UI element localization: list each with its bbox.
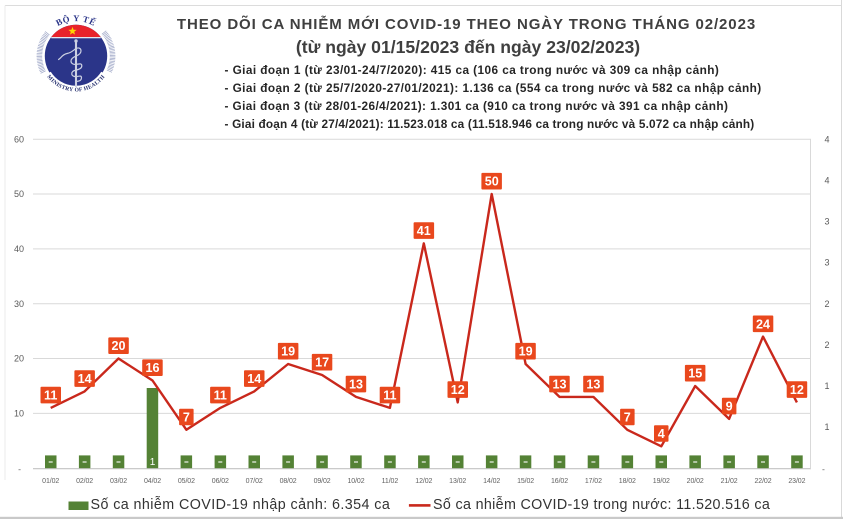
svg-text:Số ca nhiễm COVID-19 trong nướ: Số ca nhiễm COVID-19 trong nước: 11.520.…: [433, 496, 770, 513]
svg-text:50: 50: [14, 189, 24, 199]
svg-text:7: 7: [183, 411, 190, 425]
svg-text:13: 13: [586, 378, 600, 392]
svg-text:13: 13: [349, 378, 363, 392]
svg-text:18/02: 18/02: [619, 478, 636, 485]
svg-text:04/02: 04/02: [144, 478, 161, 485]
svg-text:12: 12: [451, 383, 465, 397]
svg-text:-: -: [822, 464, 825, 474]
svg-text:09/02: 09/02: [314, 478, 331, 485]
svg-text:17/02: 17/02: [585, 478, 602, 485]
svg-text:30: 30: [14, 299, 24, 309]
svg-text:16/02: 16/02: [551, 478, 568, 485]
svg-text:60: 60: [14, 134, 24, 144]
svg-text:9: 9: [726, 400, 733, 414]
svg-text:10: 10: [14, 409, 24, 419]
svg-text:20: 20: [111, 339, 125, 353]
svg-text:19: 19: [281, 345, 295, 359]
svg-text:4: 4: [825, 175, 830, 185]
svg-text:20/02: 20/02: [687, 478, 704, 485]
svg-text:3: 3: [825, 217, 830, 227]
svg-text:-: -: [18, 464, 21, 474]
svg-text:4: 4: [658, 427, 665, 441]
svg-text:06/02: 06/02: [212, 478, 229, 485]
svg-text:14/02: 14/02: [483, 478, 500, 485]
svg-text:2: 2: [825, 340, 830, 350]
svg-text:7: 7: [624, 411, 631, 425]
svg-text:01/02: 01/02: [42, 478, 59, 485]
svg-text:23/02: 23/02: [788, 478, 805, 485]
svg-text:08/02: 08/02: [280, 478, 297, 485]
svg-text:Số ca nhiễm COVID-19 nhập cảnh: Số ca nhiễm COVID-19 nhập cảnh: 6.354 ca: [91, 496, 391, 513]
svg-text:11: 11: [214, 389, 227, 403]
svg-text:15: 15: [688, 367, 702, 381]
svg-text:14: 14: [247, 372, 261, 386]
svg-text:11/02: 11/02: [382, 478, 399, 485]
svg-text:02/02: 02/02: [76, 478, 93, 485]
svg-text:40: 40: [14, 244, 24, 254]
svg-text:1: 1: [825, 422, 830, 432]
svg-text:07/02: 07/02: [246, 478, 263, 485]
svg-text:03/02: 03/02: [110, 478, 127, 485]
svg-text:17: 17: [315, 356, 329, 370]
svg-text:24: 24: [756, 317, 770, 331]
svg-text:12/02: 12/02: [415, 478, 432, 485]
svg-text:10/02: 10/02: [347, 478, 364, 485]
svg-text:16: 16: [145, 361, 159, 375]
svg-text:50: 50: [485, 175, 499, 189]
svg-text:05/02: 05/02: [178, 478, 195, 485]
svg-text:4: 4: [825, 134, 830, 144]
svg-text:BỘ Y TẾ: BỘ Y TẾ: [54, 13, 98, 28]
svg-text:15/02: 15/02: [517, 478, 534, 485]
svg-text:22/02: 22/02: [754, 478, 771, 485]
svg-text:20: 20: [14, 354, 24, 364]
svg-text:41: 41: [417, 224, 431, 238]
svg-text:19/02: 19/02: [653, 478, 670, 485]
svg-text:11: 11: [383, 389, 396, 403]
svg-text:12: 12: [790, 383, 804, 397]
svg-text:14: 14: [78, 372, 92, 386]
svg-text:19: 19: [519, 345, 533, 359]
svg-text:2: 2: [825, 299, 830, 309]
svg-text:1: 1: [825, 381, 830, 391]
svg-text:13: 13: [552, 378, 566, 392]
svg-text:21/02: 21/02: [721, 478, 738, 485]
svg-text:11: 11: [44, 389, 57, 403]
svg-text:13/02: 13/02: [449, 478, 466, 485]
svg-text:1: 1: [150, 457, 156, 468]
svg-text:3: 3: [825, 258, 830, 268]
